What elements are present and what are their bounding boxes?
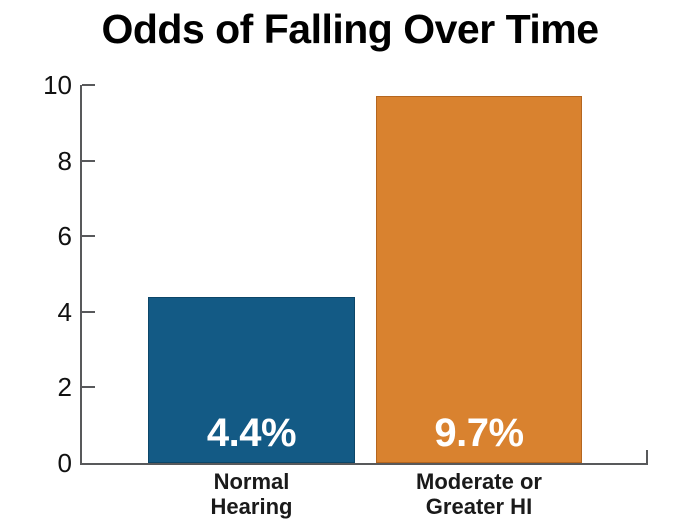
category-label-normal-hearing: Normal Hearing — [210, 469, 293, 519]
y-tick-mark — [82, 84, 95, 86]
y-tick-label: 2 — [57, 372, 72, 403]
y-tick-label: 0 — [57, 447, 72, 478]
y-tick-mark — [82, 235, 95, 238]
chart-title: Odds of Falling Over Time — [101, 6, 599, 52]
y-tick-mark — [82, 310, 95, 313]
y-tick-mark — [82, 159, 95, 162]
y-tick-label: 4 — [57, 296, 72, 327]
y-tick-label: 6 — [57, 221, 72, 252]
plot-area: 4.4% 9.7% Normal Hearing Moderate or Gre… — [80, 84, 648, 519]
bar-moderate-greater-hi: 9.7% — [376, 96, 582, 463]
y-tick-label: 8 — [57, 145, 72, 176]
bar-normal-hearing: 4.4% — [148, 297, 355, 463]
y-tick-label: 10 — [43, 70, 72, 100]
y-tick-mark — [82, 386, 95, 389]
y-axis-tick-labels: 10 8 6 4 2 0 — [0, 72, 72, 476]
bar-value-label: 9.7% — [434, 411, 524, 455]
bar-value-label: 4.4% — [206, 411, 297, 455]
x-axis-end-tick — [646, 450, 648, 463]
category-label-moderate-greater-hi: Moderate or Greater HI — [416, 469, 542, 519]
